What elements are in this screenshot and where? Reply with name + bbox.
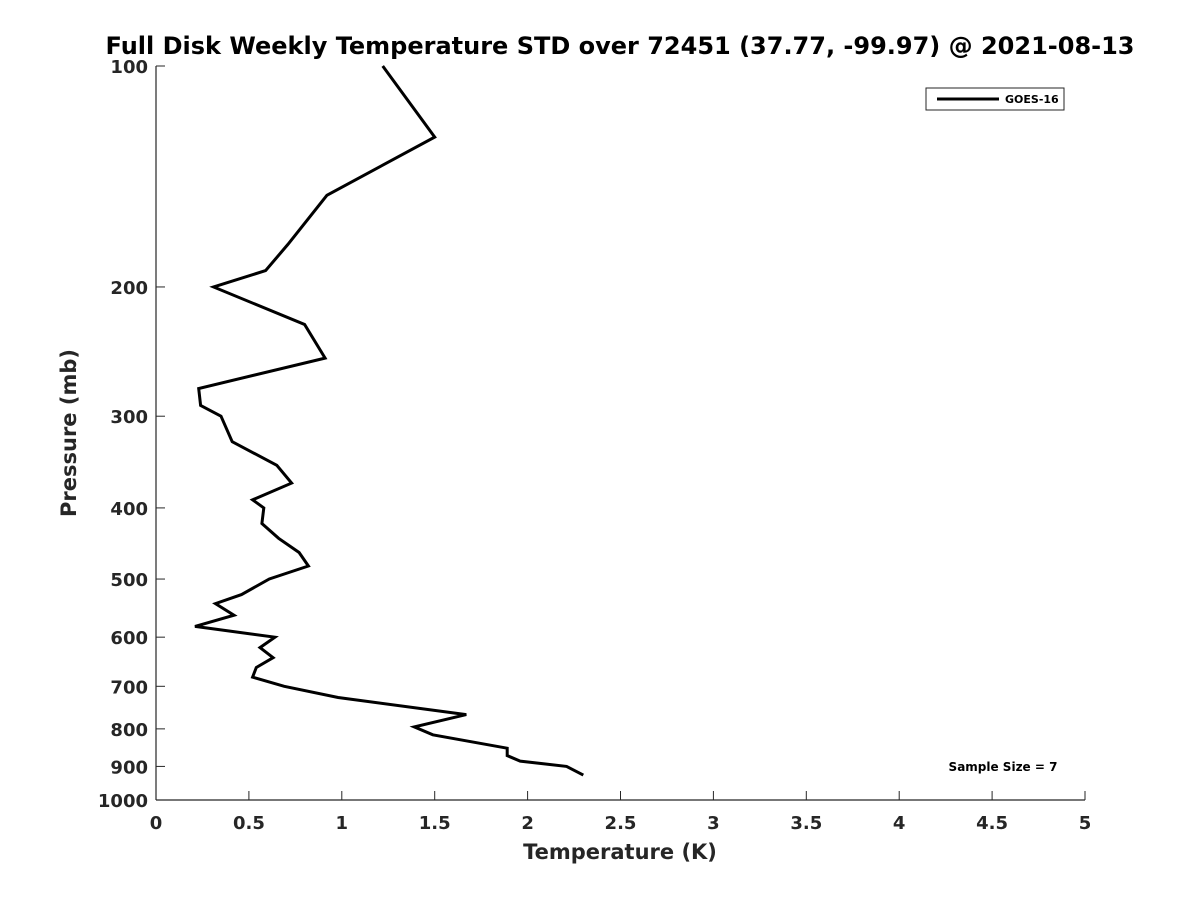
x-tick-label: 0.5 [233,813,265,834]
y-tick-label: 1000 [98,791,148,812]
y-tick-label: 100 [110,57,148,78]
plot-area [156,66,1085,800]
y-tick-label: 800 [110,720,148,741]
legend-label: GOES-16 [1005,93,1059,106]
y-tick-label: 700 [110,677,148,698]
x-ticks: 0 0.5 1 1.5 2 2.5 3 3.5 4 4.5 5 [150,791,1092,834]
x-tick-label: 0 [150,813,163,834]
y-tick-label: 900 [110,757,148,778]
y-tick-label: 200 [110,278,148,299]
chart-title: Full Disk Weekly Temperature STD over 72… [106,32,1135,60]
x-tick-label: 4 [893,813,906,834]
x-tick-label: 3 [707,813,720,834]
y-tick-label: 300 [110,407,148,428]
legend: GOES-16 [925,87,1065,111]
x-tick-label: 4.5 [976,813,1008,834]
y-ticks: 100 200 300 400 500 600 700 800 900 1000 [98,57,165,812]
x-tick-label: 2.5 [605,813,637,834]
x-tick-label: 3.5 [790,813,822,834]
y-axis-label: Pressure (mb) [57,349,81,517]
x-tick-label: 2 [521,813,534,834]
x-axis-label: Temperature (K) [523,840,717,864]
series-line-goes-16 [194,65,584,777]
x-tick-label: 5 [1079,813,1092,834]
y-tick-label: 500 [110,570,148,591]
x-tick-label: 1.5 [419,813,451,834]
y-tick-label: 600 [110,628,148,649]
y-tick-label: 400 [110,499,148,520]
x-tick-label: 1 [336,813,349,834]
sample-size-annotation: Sample Size = 7 [949,760,1058,774]
